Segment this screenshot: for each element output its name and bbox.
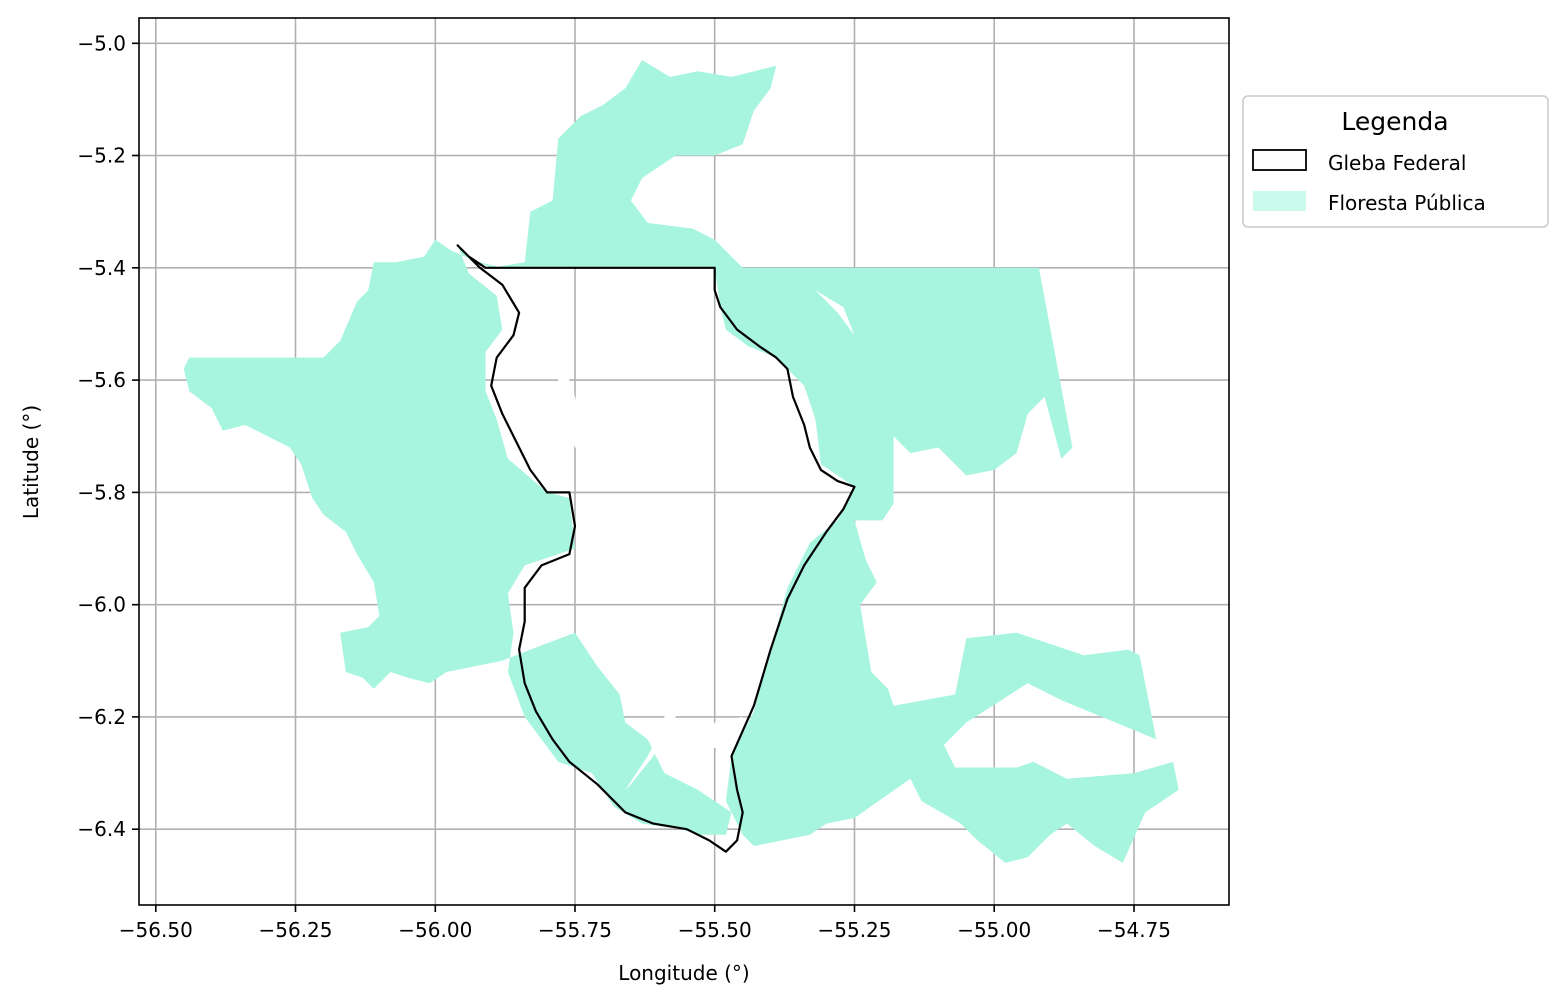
y-tick-label: −6.0 <box>77 593 126 617</box>
legend-box <box>1242 95 1549 228</box>
x-axis-label: Longitude (°) <box>618 961 749 985</box>
y-tick-label: −5.8 <box>77 480 126 504</box>
x-tick-label: −55.50 <box>678 918 752 942</box>
axis-ticks: −56.50 −56.25 −56.00 −55.75 −55.50 −55.25 −55.… <box>77 31 1171 942</box>
plot-frame <box>138 17 1230 906</box>
x-tick-label: −56.50 <box>119 918 193 942</box>
map-layers <box>183 60 1179 863</box>
y-tick-label: −6.2 <box>77 705 126 729</box>
y-tick-label: −5.4 <box>77 256 126 280</box>
x-tick-label: −55.75 <box>538 918 612 942</box>
legend: Legenda Gleba Federal Floresta Pública <box>1242 95 1549 228</box>
river-gaps-polygon <box>703 716 743 751</box>
x-tick-label: −56.00 <box>398 918 472 942</box>
y-axis-label: Latitude (°) <box>19 405 43 519</box>
legend-swatch-gleba-federal <box>1252 149 1307 171</box>
gleba-federal-polygon <box>456 244 856 853</box>
x-tick-label: −54.75 <box>1097 918 1171 942</box>
legend-label-floresta-publica: Floresta Pública <box>1328 191 1486 215</box>
x-tick-label: −56.25 <box>258 918 332 942</box>
y-tick-label: −6.4 <box>77 817 126 841</box>
y-tick-label: −5.6 <box>77 368 126 392</box>
y-tick-label: −5.0 <box>77 31 126 55</box>
legend-title: Legenda <box>1341 107 1448 136</box>
x-tick-label: −55.00 <box>957 918 1031 942</box>
river-gaps-polygon <box>547 346 592 448</box>
x-tick-label: −55.25 <box>817 918 891 942</box>
legend-swatch-floresta-publica <box>1253 191 1306 211</box>
floresta-publica-polygon <box>183 60 1179 863</box>
legend-label-gleba-federal: Gleba Federal <box>1328 151 1466 175</box>
y-tick-label: −5.2 <box>77 144 126 168</box>
river-gaps-polygon <box>619 610 676 790</box>
